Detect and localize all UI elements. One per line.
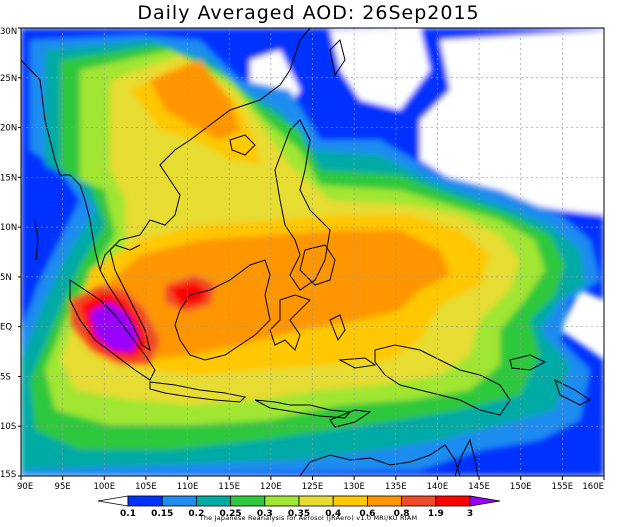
legend-label: 0.2 <box>188 509 204 519</box>
lon-tick-label: 95E <box>55 482 71 492</box>
lon-tick-label: 100E <box>93 482 115 492</box>
coast-malay-peninsula <box>99 244 141 271</box>
legend-swatch <box>264 495 300 507</box>
lat-tick-label: 10N <box>0 223 17 233</box>
legend-swatch <box>366 495 402 507</box>
lon-tick-label: 120E <box>260 482 282 492</box>
lat-tick-label: 10S <box>0 422 16 432</box>
legend-swatch-low-end <box>97 495 129 507</box>
coast-north-australia <box>299 444 461 476</box>
coast-maluku <box>329 314 346 342</box>
legend-swatch <box>195 495 231 507</box>
coast-java <box>149 381 247 403</box>
legend-label: 0.15 <box>151 509 173 519</box>
lon-tick-label: 155E <box>552 482 574 492</box>
coast-timor <box>329 409 372 428</box>
lat-tick-label: 5S <box>0 372 11 382</box>
legend-label: 3 <box>467 509 473 519</box>
coast-cape-york <box>454 438 479 476</box>
legend-label: 0.4 <box>325 509 341 519</box>
coast-mindanao <box>299 244 336 286</box>
graticule <box>21 28 604 476</box>
coast-new-guinea <box>374 344 511 416</box>
lon-tick-label: 110E <box>177 482 199 492</box>
map-title: Daily Averaged AOD: 26Sep2015 <box>137 2 480 24</box>
lon-tick-label: 90E <box>17 482 33 492</box>
lon-tick-label: 150E <box>510 482 532 492</box>
legend-swatch <box>435 495 471 507</box>
coast-philippines <box>274 119 331 291</box>
lon-tick-label: 115E <box>218 482 240 492</box>
lon-tick-label: 125E <box>302 482 324 492</box>
lon-tick-label: 130E <box>343 482 365 492</box>
coast-sumatra <box>69 279 156 381</box>
lat-tick-label: 15N <box>0 173 17 183</box>
lon-tick-label: 145E <box>468 482 490 492</box>
legend-label: 1.9 <box>428 509 444 519</box>
coast-solomons <box>554 379 591 406</box>
axis-ticks: 90E 95E 100E 105E 110E 115E 120E 125E 130E 135E 14… <box>0 27 605 492</box>
lat-tick-label: 20N <box>0 124 17 134</box>
color-legend: 0.1 0.15 0.2 0.25 0.3 0.35 0.4 0.6 0.8 1.9 3 <box>97 495 501 519</box>
credit-line: The Japanese Reanalysis for Aerosol (JRA… <box>199 514 418 522</box>
legend-swatch <box>127 495 163 507</box>
legend-swatch <box>230 495 266 507</box>
legend-label: 0.3 <box>257 509 273 519</box>
legend-label: 0.1 <box>120 509 136 519</box>
lat-tick-label: 5N <box>0 273 12 283</box>
lon-tick-label: 105E <box>135 482 157 492</box>
coast-new-britain <box>509 354 547 371</box>
lat-tick-label: 30N <box>0 27 17 37</box>
lat-tick-label: EQ <box>0 323 12 333</box>
coast-hainan <box>229 134 256 156</box>
lon-tick-label: 160E <box>582 482 604 492</box>
legend-label: 0.6 <box>359 509 375 519</box>
coast-borneo <box>174 259 271 361</box>
legend-label: 0.25 <box>219 509 241 519</box>
legend-swatch <box>161 495 197 507</box>
lat-tick-label: 25N <box>0 74 17 84</box>
lon-tick-label: 140E <box>427 482 449 492</box>
legend-swatch-high-end <box>469 495 501 507</box>
coast-seram <box>338 357 377 369</box>
legend-swatch <box>401 495 437 507</box>
lon-tick-label: 135E <box>385 482 407 492</box>
legend-swatch <box>298 495 334 507</box>
coast-andaman <box>34 219 39 261</box>
coast-taiwan <box>329 39 346 77</box>
coast-sulawesi <box>269 294 311 351</box>
legend-swatch <box>332 495 368 507</box>
legend-label: 0.35 <box>288 509 310 519</box>
lat-tick-label: 15S <box>0 470 16 480</box>
legend-label: 0.8 <box>394 509 410 519</box>
